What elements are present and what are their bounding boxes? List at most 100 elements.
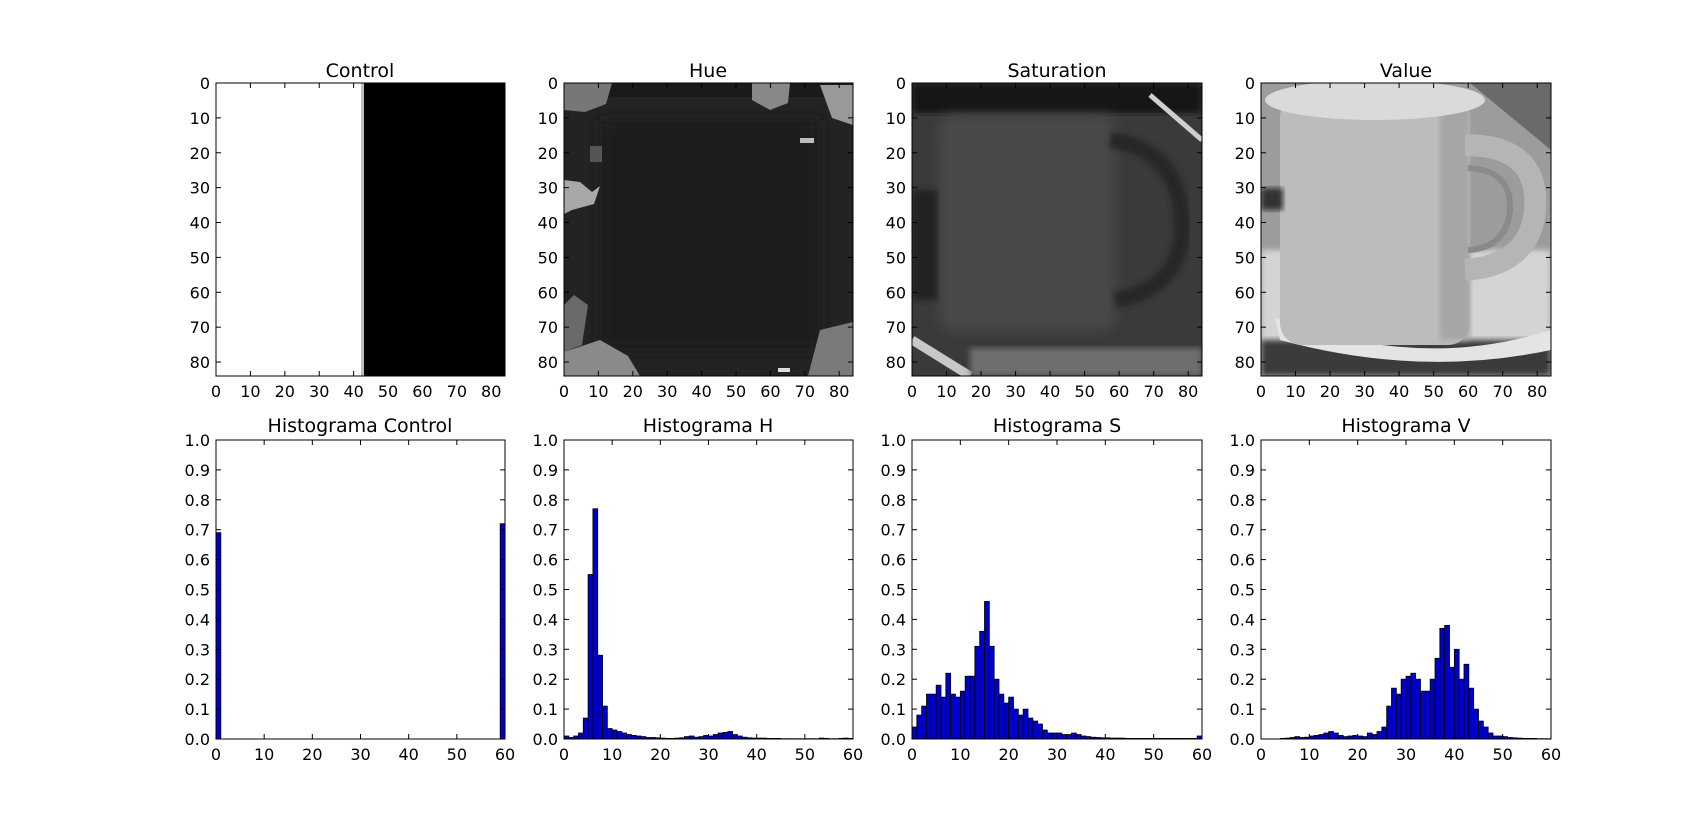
histogram-title: Histograma V [1341,415,1470,437]
histogram-bar [1478,720,1484,740]
y-tick-label: 60 [1235,283,1255,302]
histogram-bar [998,693,1005,740]
y-tick-label: 0.6 [881,551,906,570]
y-tick-label: 80 [190,353,210,372]
histogram-bar [1415,678,1421,740]
y-tick-label: 0.8 [533,491,558,510]
histogram-bar [940,696,947,740]
control-edge [361,83,364,376]
hue-bright-patch [808,322,853,376]
x-tick-label: 0 [211,745,221,764]
y-tick-label: 0.5 [1230,581,1255,600]
x-tick-label: 40 [1095,745,1115,764]
control-white-half [216,83,364,376]
y-tick-label: 0.5 [533,581,558,600]
histogram-bar [969,675,976,740]
y-ticks: 0 10 20 30 40 50 60 70 80 [538,74,853,372]
panel-title: Hue [689,60,727,82]
x-tick-label: 0 [1256,382,1266,401]
hue-bright-patch [564,83,612,112]
x-tick-label: 10 [588,382,608,401]
y-tick-label: 0.5 [185,581,210,600]
x-tick-label: 0 [211,382,221,401]
y-tick-label: 0.6 [185,551,210,570]
x-ticks: 0 10 20 30 40 50 60 70 80 [211,83,501,401]
y-tick-label: 0.0 [185,730,210,749]
x-tick-label: 0 [1256,745,1266,764]
y-tick-label: 0.4 [881,610,906,629]
histogram-bar [1405,675,1412,740]
x-tick-label: 10 [1285,382,1305,401]
histogram-bar [631,735,637,740]
histogram-bar [1337,735,1344,740]
hue-bright-patch [778,368,790,372]
histogram-control: Histograma Control 0 10 20 30 40 50 60 0.0 0.1 0.… [185,415,516,764]
histogram-bar [592,508,599,740]
x-tick-label: 30 [309,382,329,401]
x-tick-label: 50 [1492,745,1512,764]
x-tick-label: 20 [623,382,643,401]
histogram-bar [499,523,506,740]
y-tick-label: 0.4 [1230,610,1255,629]
image-panel-saturation: Saturation 0 10 20 30 40 50 60 70 80 0 10 20 30 40 50… [886,60,1203,401]
y-tick-label: 50 [538,248,558,267]
histogram-bar [950,693,956,740]
y-tick-label: 0.9 [533,461,558,480]
y-tick-label: 1.0 [533,431,558,450]
histogram-bar [1013,708,1019,740]
x-tick-label: 80 [481,382,501,401]
y-tick-label: 1.0 [1230,431,1255,450]
histogram-bar [616,731,623,740]
y-tick-label: 70 [538,318,558,337]
histogram-bar [578,732,584,740]
histogram-bar [602,705,608,740]
histogram-bar [1366,732,1373,740]
x-tick-label: 40 [691,382,711,401]
histogram-bar [1003,702,1010,740]
y-tick-label: 0 [200,74,210,93]
x-tick-label: 70 [1492,382,1512,401]
histogram-bar [1395,693,1402,740]
y-tick-label: 0.0 [1230,730,1255,749]
histogram-bar [587,574,594,740]
y-tick-label: 20 [190,144,210,163]
y-tick-label: 0.8 [185,491,210,510]
histogram-bar [1318,734,1325,740]
y-tick-label: 10 [538,109,558,128]
y-tick-label: 0.6 [1230,551,1255,570]
histogram-bar [1381,726,1388,740]
histogram-bar [1037,723,1043,740]
histogram-bar [1066,734,1072,740]
histogram-bar [1323,732,1330,740]
y-tick-label: 30 [886,179,906,198]
y-tick-label: 0.9 [1230,461,1255,480]
histogram-bar [1410,672,1417,740]
value-saucer [1275,318,1551,362]
x-tick-label: 60 [843,745,863,764]
x-tick-label: 80 [1178,382,1198,401]
histogram-bar [1386,705,1392,740]
histogram-bar [988,645,995,740]
axes-frame [1260,82,1552,377]
y-tick-label: 40 [538,214,558,233]
y-tick-label: 0.2 [881,670,906,689]
y-tick-label: 0.9 [881,461,906,480]
histogram-bar [1046,732,1053,740]
histogram-bar [597,654,603,740]
hue-bright-patch [564,295,588,352]
histogram-bar [1458,678,1465,740]
y-tick-label: 80 [538,353,558,372]
x-tick-label: 20 [302,745,322,764]
histogram-bar [1444,624,1450,740]
saturation-left-dark [912,190,937,300]
histogram-bar [1071,732,1077,740]
histogram-bar [916,714,923,740]
histogram-bar [722,732,729,740]
value-dark-corner [1470,83,1551,150]
y-tick-label: 40 [190,214,210,233]
x-tick-label: 40 [1389,382,1409,401]
histogram-bar [1313,735,1320,740]
histogram-bar [1463,663,1470,740]
histogram-bar [1027,717,1034,740]
